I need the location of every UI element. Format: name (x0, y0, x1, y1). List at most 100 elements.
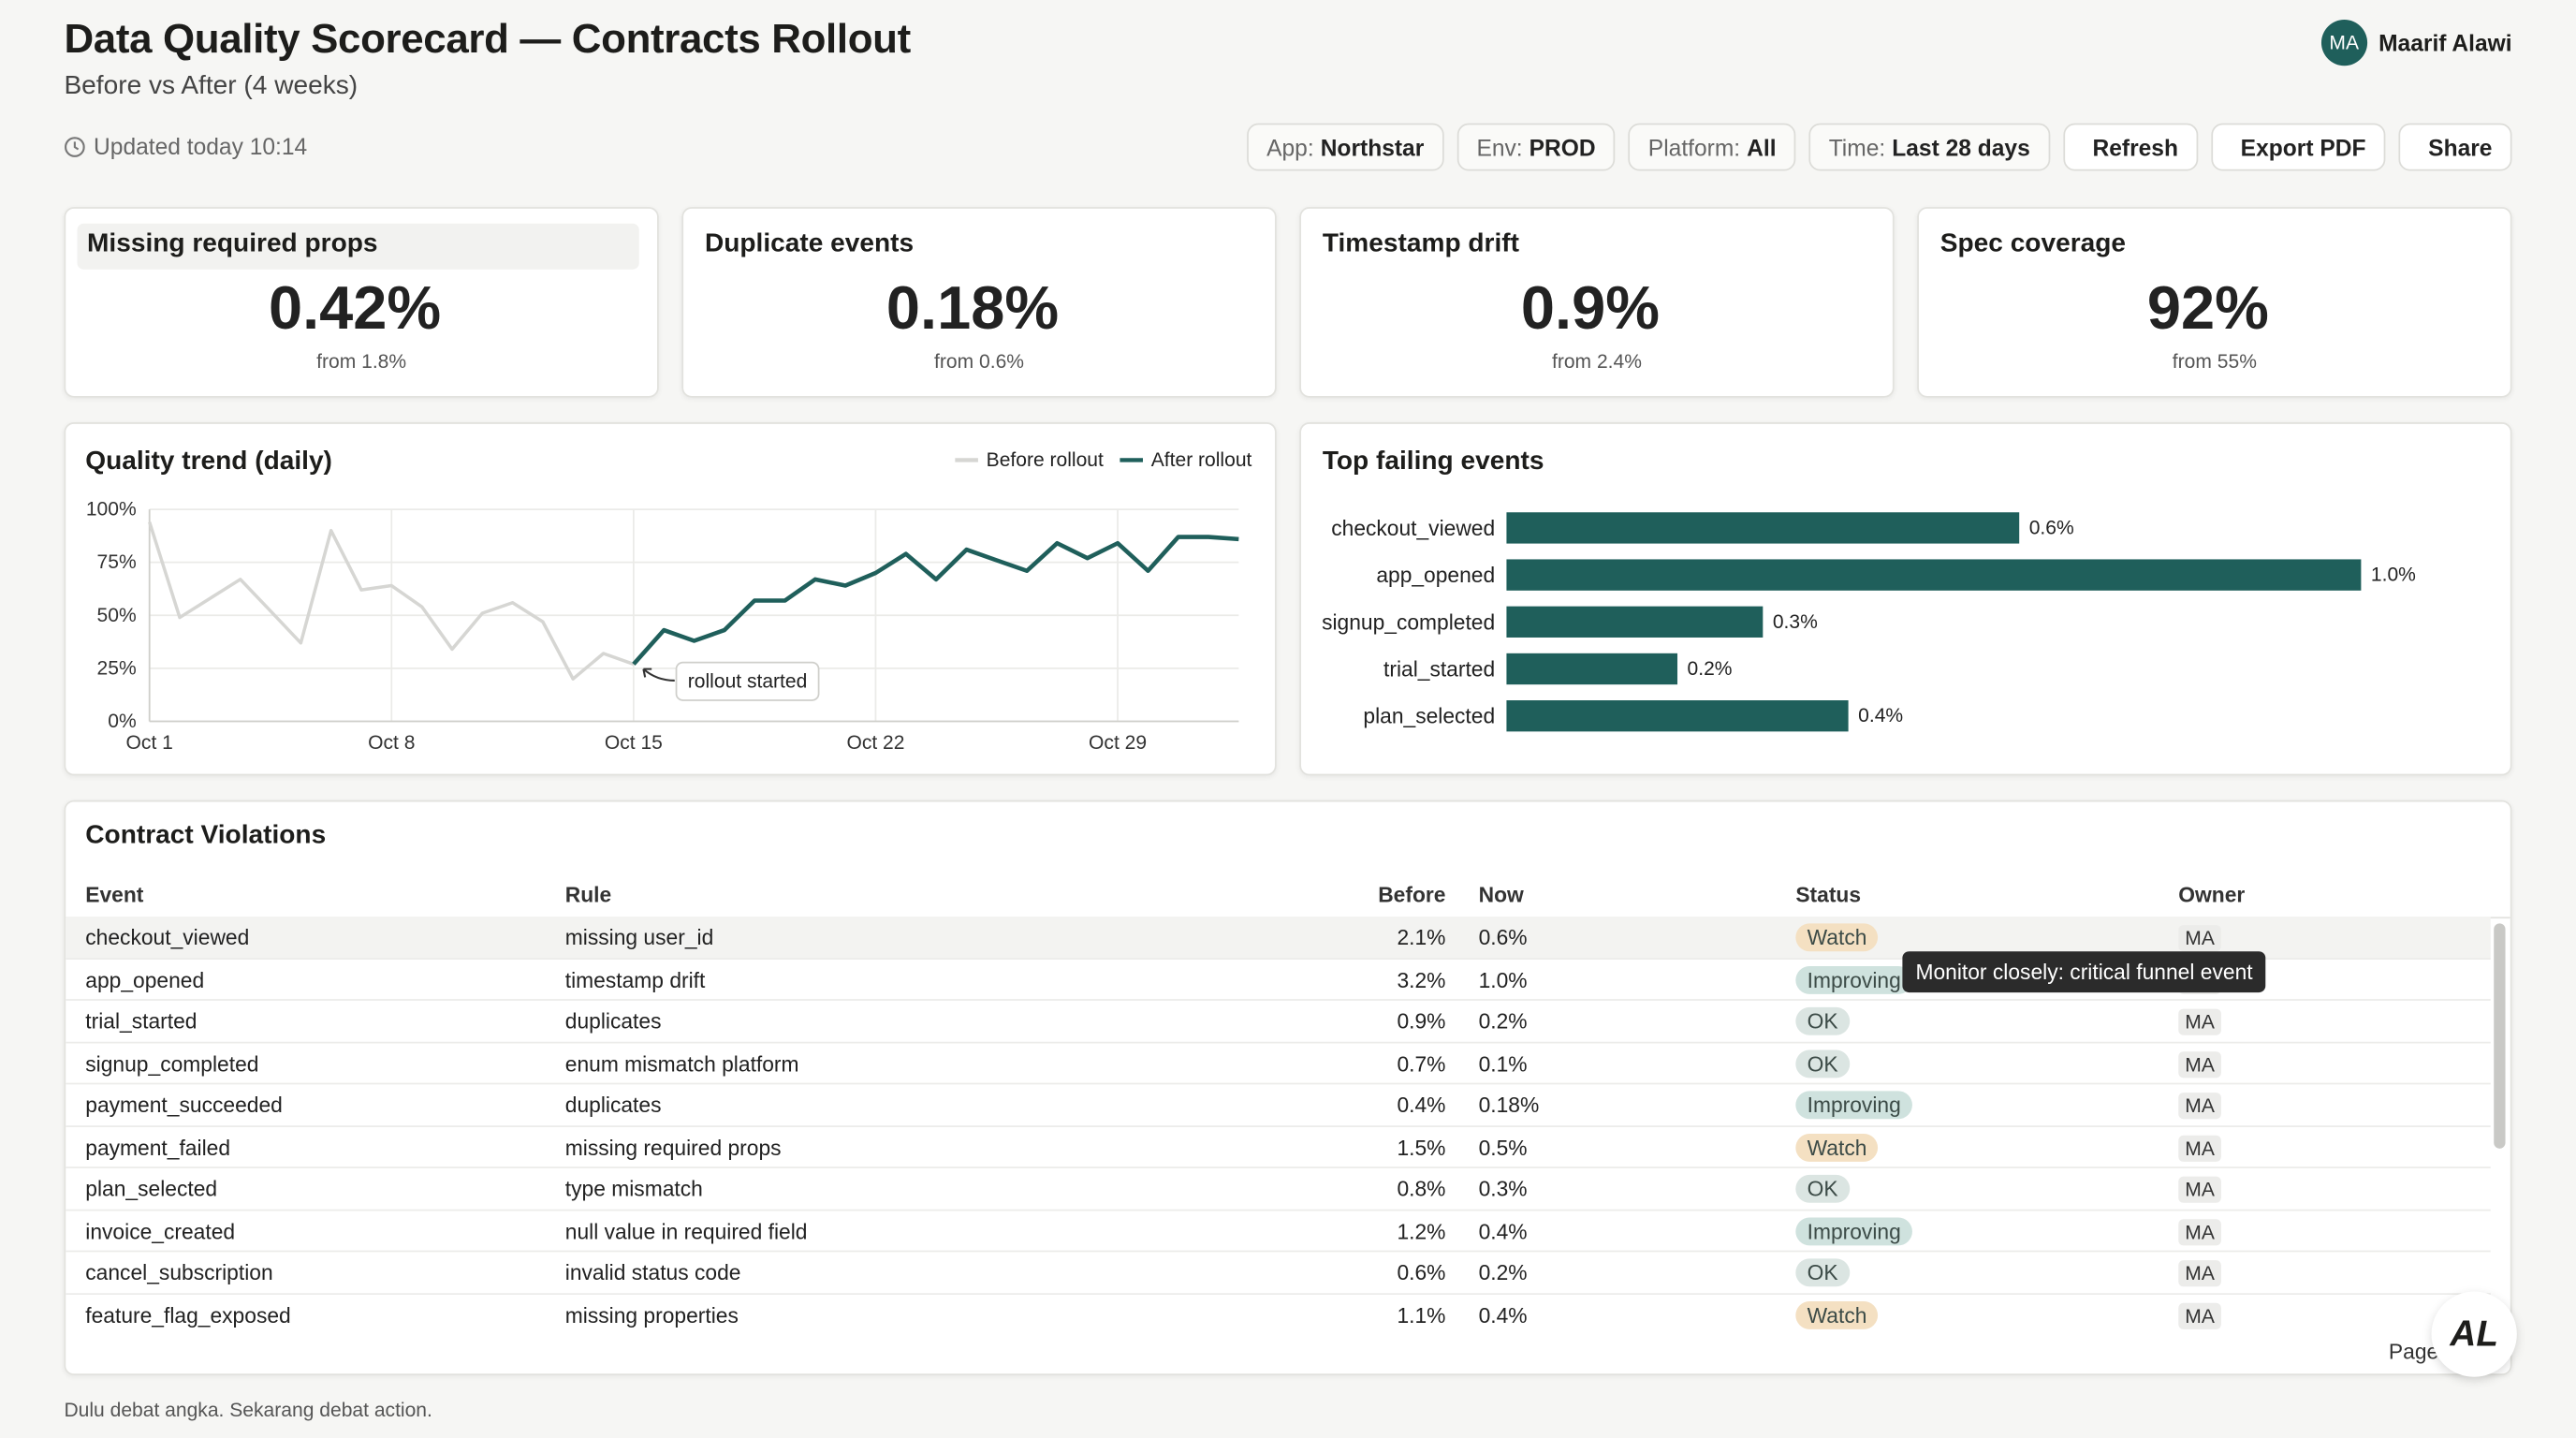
page-title: Data Quality Scorecard — Contracts Rollo… (64, 16, 911, 63)
table-row[interactable] (66, 1127, 2491, 1169)
filter-label: App: (1266, 134, 1314, 161)
kpi-from: from 0.6% (934, 349, 1025, 374)
status-cell: Watch (1795, 1300, 1879, 1328)
table-row[interactable] (66, 960, 2491, 1002)
kpi-from: from 55% (2172, 349, 2257, 374)
filter-pill[interactable]: Env: PROD (1456, 123, 1616, 171)
table-cell: invalid status code (564, 1260, 741, 1285)
column-header: Status (1795, 882, 1862, 907)
column-header: Event (85, 882, 144, 907)
status-pill: Improving (1795, 1216, 1913, 1245)
status-pill: OK (1795, 1049, 1850, 1078)
table-cell: 0.3% (1478, 1176, 1528, 1201)
page-subtitle: Before vs After (4 weeks) (64, 72, 359, 101)
button-label: Refresh (2092, 134, 2178, 161)
table-row[interactable] (66, 1211, 2491, 1253)
table-cell: 0.1% (1478, 1050, 1528, 1076)
table-cell: plan_selected (85, 1176, 218, 1201)
owner-tag: MA (2178, 1050, 2221, 1078)
scrollbar[interactable] (2494, 923, 2506, 1149)
button[interactable]: Refresh (2062, 123, 2199, 171)
table-cell: 0.2% (1478, 1008, 1528, 1034)
owner-cell: MA (2178, 1008, 2221, 1035)
clock-icon (65, 136, 85, 157)
filter-pill[interactable]: App: Northstar (1247, 123, 1444, 171)
kpi-title-text: Duplicate events (704, 229, 915, 258)
table-row[interactable] (66, 1253, 2491, 1295)
table-cell: 3.2% (1397, 966, 1446, 992)
table-cell: duplicates (564, 1008, 662, 1034)
table-cell: 1.1% (1397, 1301, 1446, 1328)
filter-value: Last 28 days (1892, 134, 2030, 161)
table-row[interactable] (66, 1295, 2491, 1331)
user-name: Maarif Alawi (2378, 29, 2512, 56)
owner-tag: MA (2178, 1301, 2221, 1328)
owner-tag: MA (2178, 1093, 2221, 1120)
owner-tag: MA (2178, 925, 2221, 952)
filter-pill[interactable]: Platform: All (1628, 123, 1796, 171)
table-cell: type mismatch (564, 1176, 703, 1201)
caption: Dulu debat angka. Sekarang debat action. (64, 1398, 432, 1422)
owner-cell: MA (2178, 1134, 2221, 1161)
table-row[interactable] (66, 1043, 2491, 1085)
table-cell: 0.4% (1397, 1093, 1446, 1118)
filter-value: PROD (1529, 134, 1596, 161)
table-cell: trial_started (85, 1008, 198, 1034)
table-cell: invoice_created (85, 1218, 236, 1243)
status-cell: Improving (1795, 1091, 1913, 1120)
kpi-card: Missing required props 0.42% from 1.8% (64, 207, 659, 398)
status-cell: Watch (1795, 923, 1879, 952)
table-cell: missing properties (564, 1301, 739, 1328)
button[interactable]: Share (2398, 123, 2512, 171)
table-cell: 0.2% (1478, 1260, 1528, 1285)
pagination[interactable]: Page (2388, 1339, 2439, 1364)
kpi-card: Timestamp drift 0.9% from 2.4% (1299, 207, 1895, 398)
status-pill: OK (1795, 1174, 1850, 1203)
status-cell: Improving (1795, 1216, 1913, 1245)
table-cell: missing required props (564, 1134, 782, 1160)
status-cell: OK (1795, 1049, 1850, 1078)
column-header: Rule (564, 882, 612, 907)
table-cell: enum mismatch platform (564, 1050, 799, 1076)
table-cell: 1.5% (1397, 1134, 1446, 1160)
table-cell: 2.1% (1397, 925, 1446, 950)
table-cell: 1.2% (1397, 1218, 1446, 1243)
table-row[interactable] (66, 1168, 2491, 1211)
owner-tag: MA (2178, 1134, 2221, 1161)
filter-pill[interactable]: Time: Last 28 days (1808, 123, 2050, 171)
button[interactable]: Export PDF (2211, 123, 2386, 171)
failing-card (1299, 422, 2512, 776)
status-cell: Watch (1795, 1133, 1879, 1161)
table-cell: missing user_id (564, 925, 714, 950)
avatar: MA (2320, 20, 2367, 66)
table-cell: 0.8% (1397, 1176, 1446, 1201)
kpi-card: Spec coverage 92% from 55% (1917, 207, 2512, 398)
table-cell: 0.4% (1478, 1301, 1528, 1328)
table-cell: payment_failed (85, 1134, 231, 1160)
table-cell: 0.7% (1397, 1050, 1446, 1076)
table-cell: 0.6% (1397, 1260, 1446, 1285)
filter-label: Time: (1828, 134, 1886, 161)
kpi-title: Duplicate events (705, 230, 914, 260)
kpi-value: 92% (2146, 274, 2269, 343)
table-cell: 0.18% (1478, 1093, 1540, 1118)
kpi-title-text: Timestamp drift (1322, 229, 1520, 258)
status-cell: Improving (1795, 965, 1913, 993)
kpi-card: Duplicate events 0.18% from 0.6% (681, 207, 1277, 398)
assistant-badge[interactable]: AL (2431, 1291, 2517, 1377)
table-cell: duplicates (564, 1093, 662, 1118)
table-cell: checkout_viewed (85, 925, 250, 950)
user-menu[interactable]: MA Maarif Alawi (2320, 20, 2512, 66)
status-pill: Watch (1795, 1300, 1879, 1328)
status-pill: Watch (1795, 1133, 1879, 1161)
table-cell: timestamp drift (564, 966, 706, 992)
tooltip: Monitor closely: critical funnel event (1902, 951, 2266, 993)
table-row[interactable] (66, 1001, 2491, 1044)
table-row[interactable] (66, 1085, 2491, 1127)
status-pill: OK (1795, 1258, 1850, 1287)
table-cell: 0.4% (1478, 1218, 1528, 1243)
kpi-title-text: Missing required props (87, 229, 378, 258)
